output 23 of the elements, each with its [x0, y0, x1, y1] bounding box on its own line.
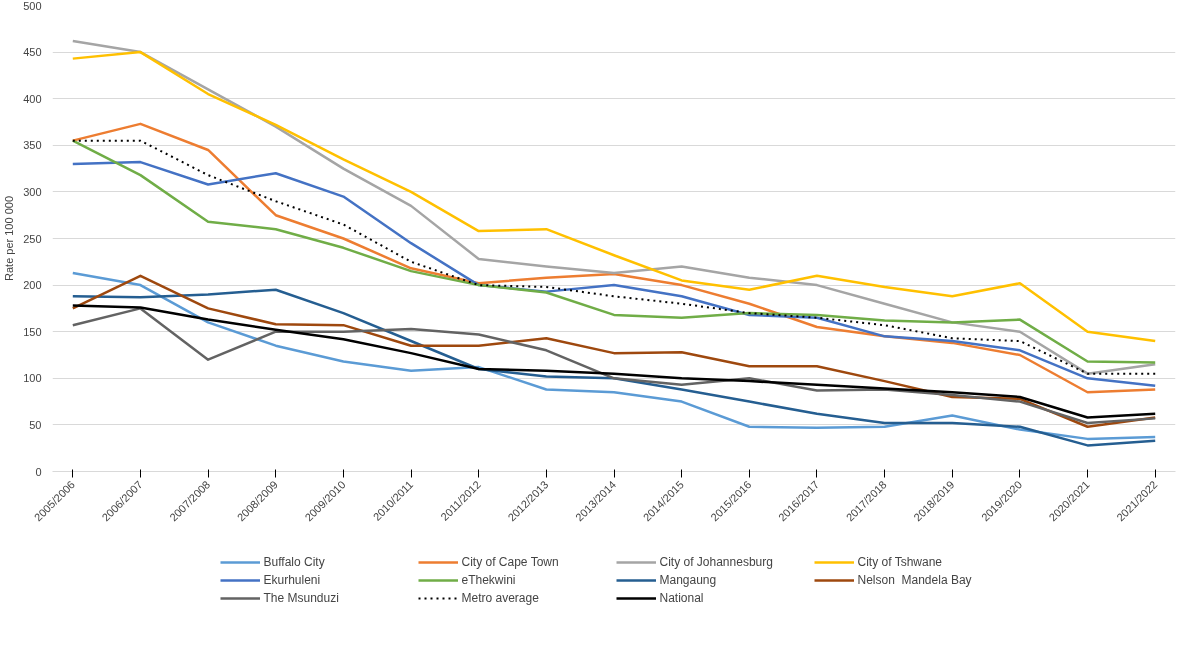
- legend-label: Metro average: [461, 591, 540, 605]
- y-tick-label: 50: [29, 418, 42, 431]
- legend-label: eThekwini: [461, 573, 517, 587]
- legend-label: Mangaung: [659, 573, 718, 587]
- y-tick-label: 450: [23, 46, 42, 59]
- legend-label: Buffalo City: [263, 555, 326, 569]
- y-tick-label: 400: [23, 92, 42, 105]
- legend-label: City of Johannesburg: [659, 555, 774, 569]
- y-axis-title: Rate per 100 000: [3, 195, 16, 281]
- legend-label: Ekurhuleni: [263, 573, 322, 587]
- legend-label: National: [659, 591, 705, 605]
- legend-label: City of Tshwane: [857, 555, 943, 569]
- y-tick-label: 150: [23, 325, 42, 338]
- y-tick-label: 200: [23, 279, 42, 292]
- y-tick-label: 300: [23, 185, 42, 198]
- y-tick-label: 100: [23, 372, 42, 385]
- legend-label: City of Cape Town: [461, 555, 560, 569]
- y-tick-label: 350: [23, 139, 42, 152]
- y-tick-label: 0: [35, 465, 42, 478]
- legend-label: The Msunduzi: [263, 591, 340, 605]
- legend-label: Nelson Mandela Bay: [857, 573, 973, 587]
- y-tick-label: 500: [23, 0, 42, 12]
- y-tick-label: 250: [23, 232, 42, 245]
